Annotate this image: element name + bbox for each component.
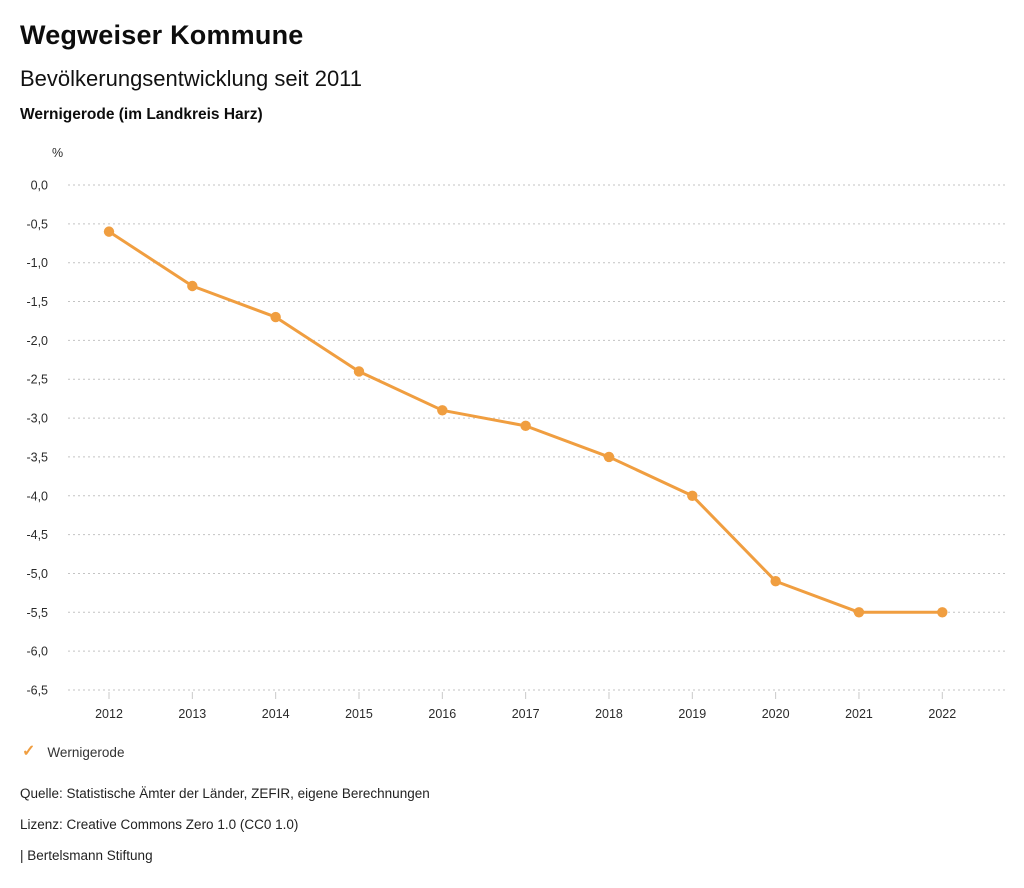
y-tick-label: -4,0 xyxy=(26,489,48,503)
region-name: Wernigerode (im Landkreis Harz) xyxy=(20,106,263,123)
data-point-marker[interactable] xyxy=(770,576,781,587)
population-line-chart: % 0,0 -0,5 -1,0 -1,5 -2,0 -2,5 -3,0 -3,5 -4,0 -4,… xyxy=(26,146,1005,721)
y-tick-label: -2,0 xyxy=(26,334,48,348)
chart-title: Bevölkerungsentwicklung seit 2011 xyxy=(20,66,363,91)
x-tick-label: 2018 xyxy=(595,707,623,721)
x-tick-label: 2022 xyxy=(928,707,956,721)
data-point-marker[interactable] xyxy=(520,420,531,432)
y-tick-label: -1,5 xyxy=(26,295,48,309)
app-title: Wegweiser Kommune xyxy=(20,20,304,50)
legend-item-wernigerode[interactable]: ✓ Wernigerode xyxy=(22,744,124,760)
y-tick-label: -6,5 xyxy=(26,684,48,698)
y-axis-unit-label: % xyxy=(52,146,64,160)
x-tick-label: 2019 xyxy=(678,707,706,721)
data-point-marker[interactable] xyxy=(853,607,865,618)
data-point-marker[interactable] xyxy=(603,451,615,463)
y-tick-label: -1,0 xyxy=(26,256,48,270)
y-tick-label: -0,5 xyxy=(26,217,48,231)
y-tick-label: -6,0 xyxy=(26,645,48,659)
attribution-text: | Bertelsmann Stiftung xyxy=(20,848,153,863)
y-tick-label: -5,5 xyxy=(26,606,48,620)
x-tick-label: 2020 xyxy=(762,707,790,721)
y-tick-label: -3,0 xyxy=(26,412,48,426)
data-point-marker[interactable] xyxy=(687,490,698,501)
y-tick-label: -4,5 xyxy=(26,528,48,542)
data-point-marker[interactable] xyxy=(270,311,281,323)
legend-label: Wernigerode xyxy=(47,744,125,760)
check-icon: ✓ xyxy=(22,743,36,760)
x-tick-label: 2015 xyxy=(345,707,373,721)
chart-header: Wegweiser Kommune Bevölkerungsentwicklun… xyxy=(20,20,362,124)
data-point-marker[interactable] xyxy=(437,405,448,416)
x-tick-label: 2013 xyxy=(178,707,206,721)
y-tick-label: 0,0 xyxy=(31,179,48,193)
data-point-marker[interactable] xyxy=(103,226,115,237)
y-tick-label: -2,5 xyxy=(26,373,48,387)
chart-canvas: 0,0 -0,5 -1,0 -1,5 -2,0 -2,5 -3,0 -3,5 -4,0 -4,5 -… xyxy=(26,179,1005,721)
x-tick-label: 2016 xyxy=(428,707,456,721)
y-tick-label: -5,0 xyxy=(26,567,48,581)
data-point-marker[interactable] xyxy=(937,607,948,618)
x-tick-label: 2021 xyxy=(845,707,873,721)
x-tick-label: 2014 xyxy=(262,707,290,721)
source-text: Quelle: Statistische Ämter der Länder, Z… xyxy=(20,786,430,801)
y-tick-label: -3,5 xyxy=(26,450,48,464)
x-tick-label: 2017 xyxy=(512,707,540,721)
data-point-marker[interactable] xyxy=(353,366,365,377)
license-text: Lizenz: Creative Commons Zero 1.0 (CC0 1… xyxy=(20,817,299,832)
data-point-marker[interactable] xyxy=(187,280,198,292)
x-tick-label: 2012 xyxy=(95,707,123,721)
